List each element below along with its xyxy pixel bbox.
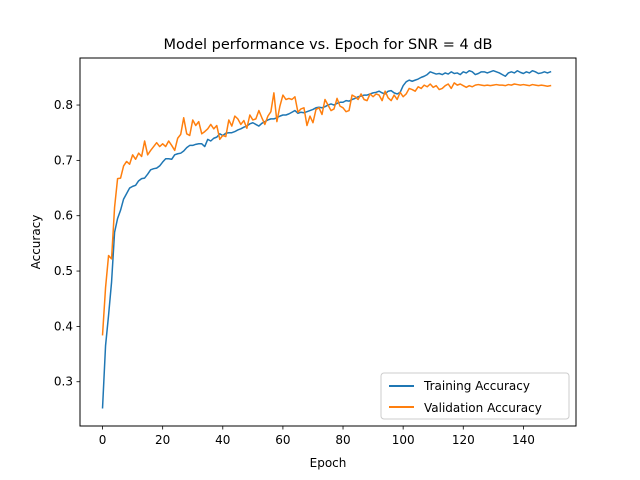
legend-label-validation: Validation Accuracy — [424, 401, 542, 415]
plot-frame — [79, 57, 577, 427]
x-tick-label: 120 — [452, 433, 475, 447]
y-tick-label: 0.7 — [54, 153, 73, 167]
series-line-training — [101, 69, 552, 409]
y-tick-label: 0.3 — [54, 375, 73, 389]
x-tick-label: 60 — [275, 433, 290, 447]
x-axis-ticks: 0 20 40 60 80 100 120 140 — [99, 426, 535, 447]
y-tick-label: 0.8 — [54, 98, 73, 112]
y-tick-label: 0.4 — [54, 319, 73, 333]
y-axis-title: Accuracy — [29, 215, 43, 270]
legend-label-training: Training Accuracy — [423, 379, 530, 393]
legend: Training Accuracy Validation Accuracy — [380, 372, 570, 420]
series-line-validation — [101, 82, 552, 336]
x-tick-label: 140 — [512, 433, 535, 447]
y-axis-ticks: 0.3 0.4 0.5 0.6 0.7 0.8 — [54, 98, 80, 389]
x-axis-title: Epoch — [310, 456, 347, 470]
x-tick-label: 0 — [99, 433, 107, 447]
x-tick-label: 40 — [215, 433, 230, 447]
y-tick-label: 0.6 — [54, 209, 73, 223]
plot-area — [79, 57, 577, 427]
legend-box — [380, 372, 570, 420]
x-tick-label: 80 — [335, 433, 350, 447]
chart-title: Model performance vs. Epoch for SNR = 4 … — [163, 37, 492, 53]
series-layer — [101, 69, 552, 409]
y-tick-label: 0.5 — [54, 264, 73, 278]
x-tick-label: 20 — [155, 433, 170, 447]
x-tick-label: 100 — [392, 433, 415, 447]
